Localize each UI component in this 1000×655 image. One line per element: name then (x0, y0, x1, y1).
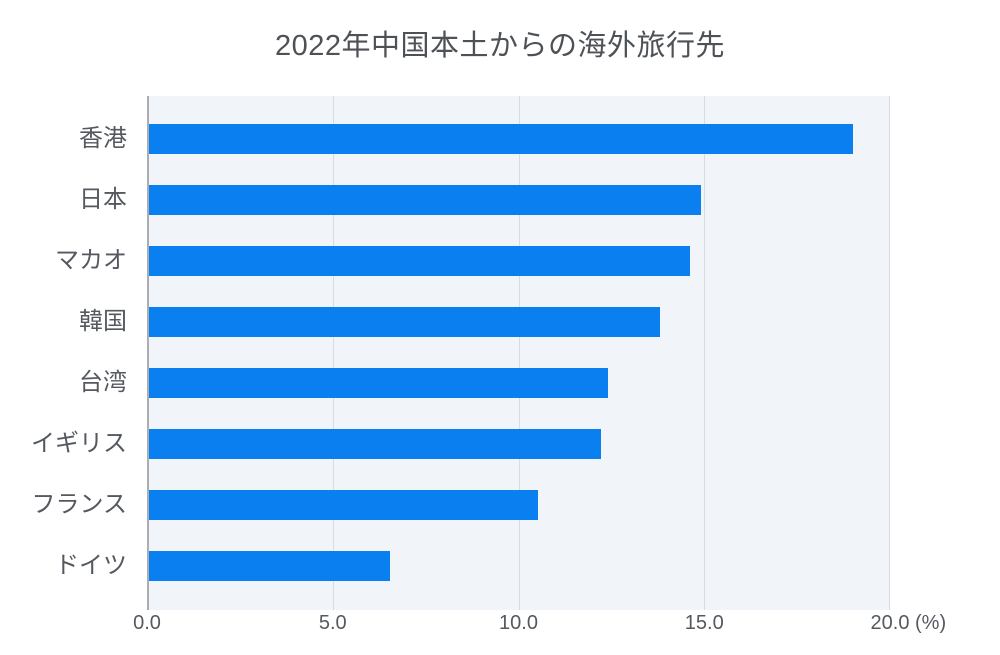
x-tick-label: 15.0 (684, 612, 724, 634)
category-label: 日本 (79, 186, 127, 213)
chart-title: 2022年中国本土からの海外旅行先 (274, 30, 725, 62)
bar-row: マカオ (55, 246, 890, 276)
x-tick-label: 5.0 (318, 612, 347, 634)
bar-row: 香港 (79, 124, 890, 154)
category-label: ドイツ (55, 552, 127, 579)
gridline (889, 96, 890, 610)
x-tick-label: 0.0 (133, 612, 161, 634)
category-label: 韓国 (79, 308, 127, 335)
plot-area: 香港日本マカオ韓国台湾イギリスフランスドイツ (31, 96, 890, 610)
x-axis-unit: (%) (909, 612, 947, 634)
x-tick-label: 10.0 (499, 612, 538, 634)
category-label: マカオ (55, 247, 127, 274)
bar (149, 429, 601, 459)
gridline (333, 96, 335, 610)
bar (149, 185, 702, 215)
bar-row: フランス (31, 490, 890, 520)
bar-row: 日本 (79, 185, 890, 215)
bar-row: 韓国 (79, 307, 890, 337)
bar-row: イギリス (31, 429, 890, 459)
x-tick-label: 20.0 (%) (870, 612, 947, 634)
gridline (703, 96, 705, 610)
bar (149, 368, 609, 398)
bar-row: 台湾 (79, 368, 890, 398)
bar (149, 490, 539, 520)
category-label: 香港 (79, 125, 127, 152)
bar-row: ドイツ (55, 551, 890, 581)
bar (149, 124, 853, 154)
category-label: イギリス (31, 430, 127, 457)
x-axis: 0.0 5.0 10.0 15.0 20.0 (%) (133, 612, 946, 642)
bar (149, 307, 661, 337)
category-label: フランス (31, 491, 127, 518)
bar (149, 551, 390, 581)
bar (149, 246, 690, 276)
category-label: 台湾 (79, 369, 127, 396)
gridline (518, 96, 520, 610)
